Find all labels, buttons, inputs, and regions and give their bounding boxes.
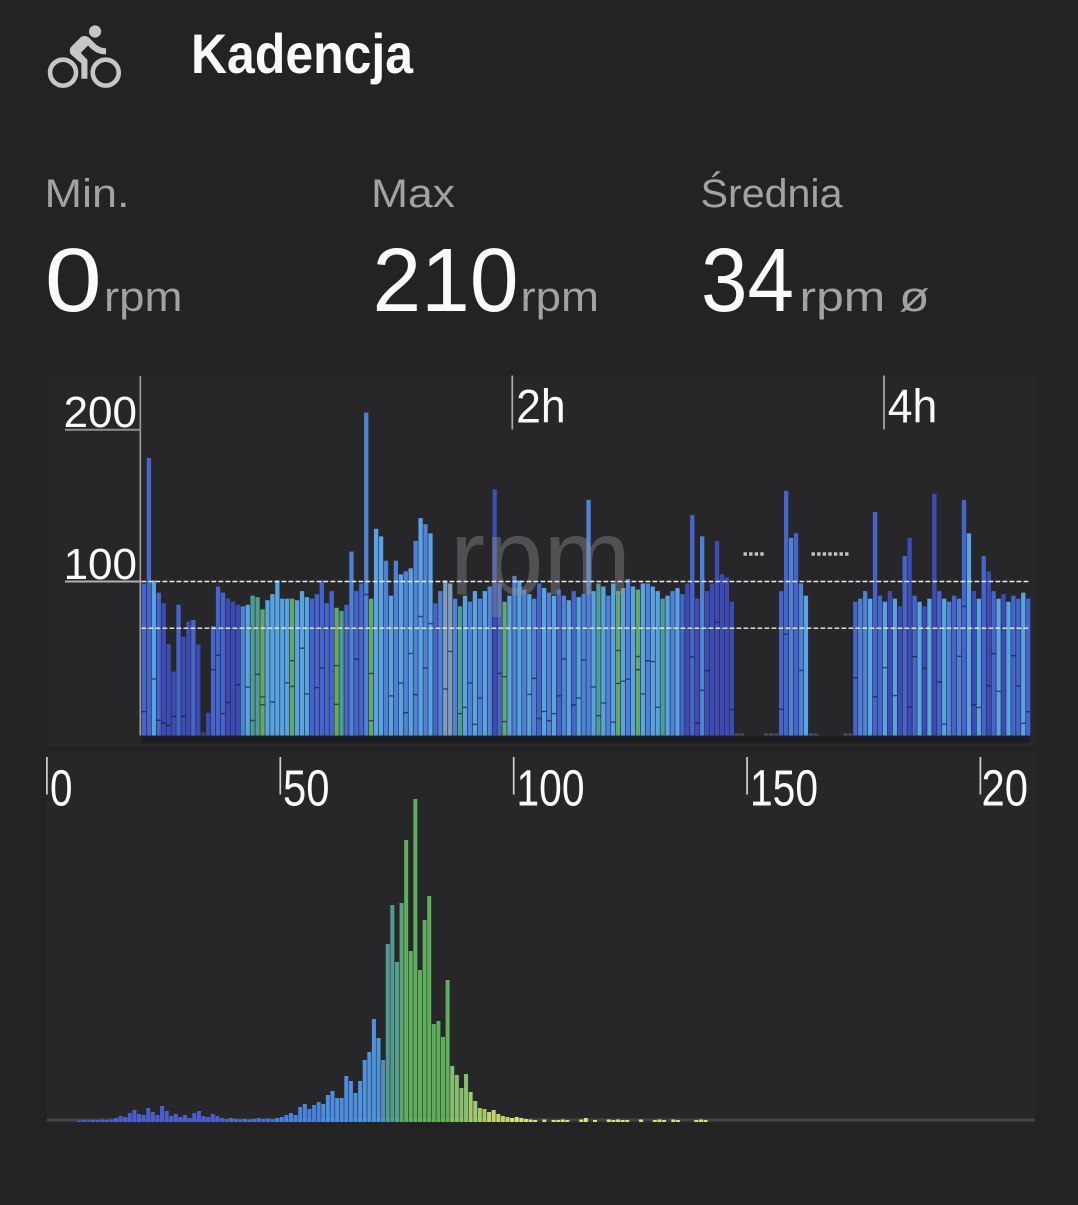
svg-text:150: 150 [750,760,818,817]
svg-text:Średnia: Średnia [701,170,844,216]
svg-text:4h: 4h [888,380,938,433]
svg-text:rpm ø: rpm ø [800,273,930,320]
svg-text:34: 34 [701,231,794,331]
svg-text:0: 0 [45,231,102,331]
svg-text:rpm: rpm [450,497,631,619]
svg-text:50: 50 [283,760,330,817]
svg-text:2h: 2h [516,380,566,433]
svg-text:Kadencja: Kadencja [191,22,414,85]
svg-text:210: 210 [373,231,519,331]
svg-text:rpm: rpm [104,273,183,320]
svg-text:20: 20 [982,760,1029,817]
svg-text:Max: Max [371,172,455,216]
svg-text:Min.: Min. [45,172,130,216]
svg-text:100: 100 [517,760,585,817]
svg-text:rpm: rpm [521,273,600,320]
svg-text:0: 0 [50,760,73,817]
